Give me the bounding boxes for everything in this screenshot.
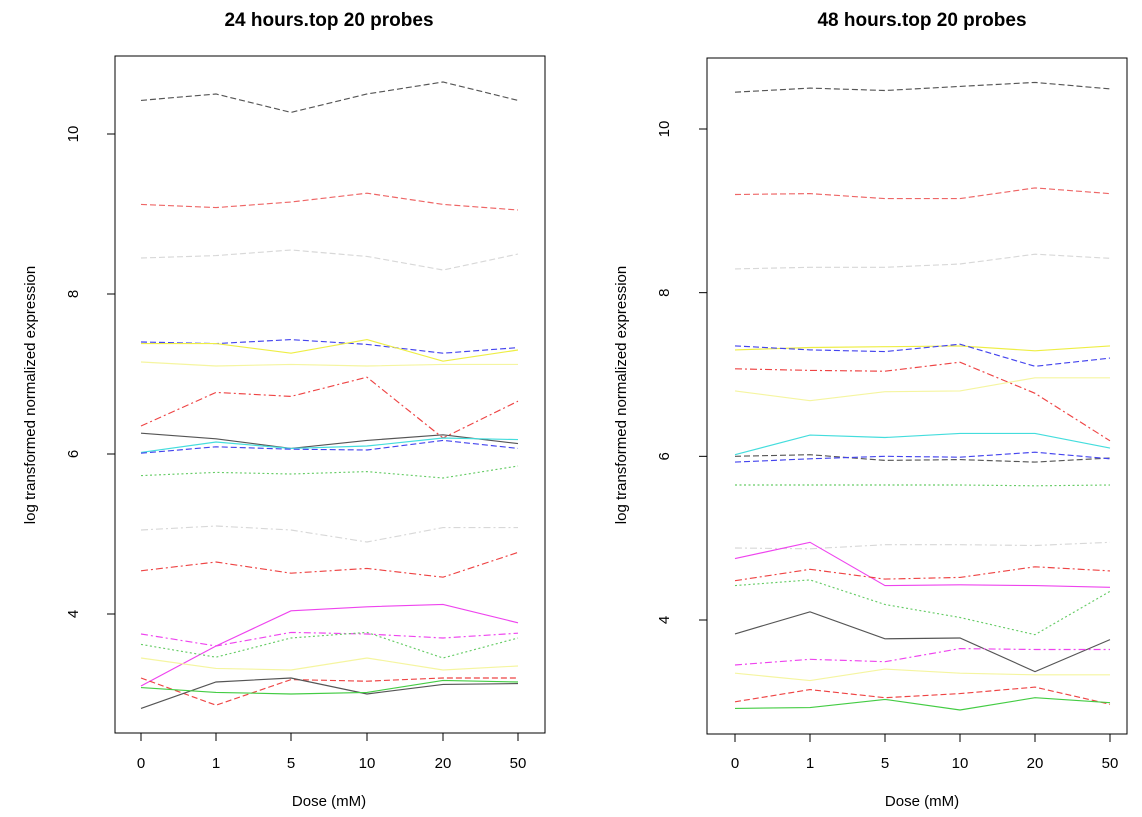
y-tick-label: 10 [656, 121, 673, 138]
x-tick-label: 1 [212, 755, 220, 772]
series-line-6 [734, 361, 1111, 442]
y-tick-label: 4 [656, 616, 673, 624]
x-tick-label: 20 [435, 755, 452, 772]
y-axis-label-24h: log transformed normalized expression [22, 266, 39, 524]
series-line-3 [140, 249, 519, 271]
series-line-7 [140, 376, 519, 439]
chart-title-48h: 48 hours.top 20 probes [817, 10, 1026, 31]
series-line-12 [140, 525, 518, 543]
x-tick-label: 10 [359, 755, 376, 772]
series-line-8 [140, 432, 519, 449]
series-line-19 [140, 677, 519, 709]
panel-24-hours: 24 hours.top 20 probes 4 6 8 10 0 1 5 10 20 50 Do… [22, 10, 546, 810]
series-line-9 [140, 437, 519, 453]
series-line-11 [140, 465, 519, 479]
x-tick-label: 5 [287, 755, 295, 772]
series-lines-48h [734, 81, 1111, 711]
x-tick-label: 20 [1027, 755, 1044, 772]
series-line-15 [140, 631, 519, 647]
series-line-3 [734, 253, 1111, 270]
series-line-6 [140, 361, 518, 367]
chart-title-24h: 24 hours.top 20 probes [224, 10, 433, 31]
series-line-2 [140, 192, 519, 211]
series-line-1 [140, 81, 519, 113]
series-line-14 [140, 603, 519, 687]
series-line-16 [734, 611, 1111, 673]
x-tick-label: 50 [1102, 755, 1119, 772]
series-line-5 [734, 343, 1111, 367]
series-line-17 [734, 648, 1110, 666]
series-line-17 [140, 657, 519, 671]
series-line-13 [734, 541, 1111, 588]
y-tick-label: 10 [65, 126, 82, 143]
series-line-11 [735, 484, 1111, 487]
y-tick-label: 6 [656, 452, 673, 460]
series-line-4 [734, 345, 1111, 352]
x-tick-label: 0 [731, 755, 739, 772]
series-line-9 [734, 454, 1111, 463]
series-line-14 [734, 566, 1111, 582]
series-lines-24h [140, 81, 519, 709]
axis-ticks-48h: 4 6 8 10 0 1 5 10 20 50 [656, 121, 1118, 772]
series-line-13 [140, 551, 519, 578]
axis-ticks-24h: 4 6 8 10 0 1 5 10 20 50 [65, 126, 526, 772]
series-line-5 [141, 339, 519, 362]
x-axis-label-24h: Dose (mM) [292, 793, 366, 810]
series-line-16 [140, 631, 519, 659]
series-line-15 [734, 579, 1111, 636]
series-line-20 [140, 679, 519, 695]
series-line-20 [734, 697, 1111, 711]
y-tick-label: 4 [65, 610, 82, 618]
x-tick-label: 10 [952, 755, 969, 772]
series-line-7 [734, 377, 1110, 402]
series-line-8 [734, 432, 1111, 456]
x-tick-label: 1 [806, 755, 814, 772]
x-axis-label-48h: Dose (mM) [885, 793, 959, 810]
y-tick-label: 8 [656, 288, 673, 296]
y-tick-label: 6 [65, 450, 82, 458]
series-line-18 [734, 668, 1110, 682]
x-tick-label: 0 [137, 755, 145, 772]
series-line-19 [734, 686, 1111, 705]
series-line-2 [734, 187, 1111, 200]
series-line-4 [140, 339, 519, 354]
panel-48-hours: 48 hours.top 20 probes 4 6 8 10 0 1 5 10 20 50 Do… [613, 10, 1128, 810]
plot-frame-48h [706, 57, 1128, 735]
y-axis-label-48h: log transformed normalized expression [613, 266, 630, 524]
series-line-10 [140, 439, 519, 454]
x-tick-label: 50 [510, 755, 527, 772]
plot-frame-24h [114, 55, 546, 734]
series-line-18 [140, 677, 518, 706]
series-line-1 [734, 81, 1111, 93]
x-tick-label: 5 [881, 755, 889, 772]
series-line-12 [734, 541, 1111, 550]
y-tick-label: 8 [65, 290, 82, 298]
